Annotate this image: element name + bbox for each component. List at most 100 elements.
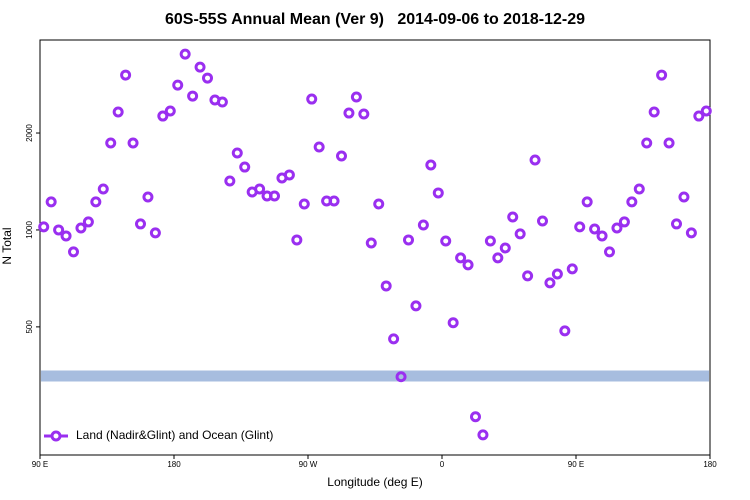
legend-label: Land (Nadir&Glint) and Ocean (Glint) [76, 428, 273, 442]
data-point [529, 154, 541, 166]
data-point [492, 252, 504, 264]
data-point [60, 230, 72, 242]
data-point [194, 61, 206, 73]
data-point [373, 198, 385, 210]
data-point [656, 69, 668, 81]
data-point [239, 161, 251, 173]
data-point [38, 221, 50, 233]
data-point [97, 183, 109, 195]
data-point [633, 183, 645, 195]
data-point [685, 227, 697, 239]
x-tick-label: 90 W [299, 460, 318, 469]
y-tick-label: 500 [25, 320, 34, 334]
data-point [537, 215, 548, 227]
data-point [432, 187, 444, 199]
data-point [581, 196, 593, 208]
data-point [477, 429, 489, 441]
data-point [462, 259, 474, 271]
data-point [484, 235, 496, 247]
data-point [618, 216, 630, 228]
data-point [224, 175, 236, 187]
data-point [700, 105, 712, 117]
data-point [551, 268, 563, 280]
data-point [283, 169, 295, 181]
x-tick-label: 90 E [32, 460, 48, 469]
x-tick-label: 180 [703, 460, 717, 469]
data-point [120, 69, 132, 81]
data-point [306, 93, 318, 105]
data-point [179, 48, 191, 60]
data-point [566, 263, 578, 275]
data-point [604, 246, 615, 258]
data-point [440, 235, 452, 247]
data-point [455, 252, 467, 264]
data-point [149, 227, 161, 239]
data-point [254, 183, 266, 195]
data-point [291, 234, 303, 246]
data-point [112, 106, 124, 118]
data-point [425, 159, 437, 171]
data-point [514, 228, 526, 240]
data-point [157, 110, 169, 122]
x-tick-label: 180 [167, 460, 181, 469]
data-point [45, 196, 57, 208]
data-point [105, 137, 117, 149]
data-point [648, 106, 660, 118]
data-point [641, 137, 653, 149]
data-point [403, 234, 414, 246]
data-point [522, 270, 534, 282]
data-point [470, 411, 481, 423]
data-point [202, 72, 213, 84]
data-point [544, 277, 556, 289]
data-point [127, 137, 139, 149]
plot-frame [39, 39, 711, 456]
data-point [663, 137, 675, 149]
data-point [68, 246, 79, 258]
data-point [231, 147, 243, 159]
chart-title: 60S-55S Annual Mean (Ver 9) 2014-09-06 t… [165, 11, 585, 28]
data-point [142, 191, 154, 203]
data-point [671, 218, 682, 230]
data-point [328, 195, 340, 207]
data-point [135, 218, 146, 230]
x-axis-label: Longitude (deg E) [327, 475, 422, 489]
data-point [358, 108, 370, 120]
data-point [507, 211, 519, 223]
data-point [313, 141, 325, 153]
data-point [410, 300, 422, 312]
data-point [343, 107, 355, 119]
y-tick-label: 2000 [25, 124, 34, 142]
data-point [388, 333, 400, 345]
legend-marker [50, 430, 62, 442]
data-point [380, 280, 392, 292]
data-point [164, 105, 176, 117]
data-point [216, 96, 228, 108]
data-point [187, 90, 199, 102]
data-point [172, 79, 184, 91]
data-point [559, 325, 571, 337]
data-point [269, 190, 280, 202]
data-point [626, 196, 638, 208]
data-point [589, 223, 601, 235]
y-axis-label: N Total [0, 227, 14, 264]
data-point [90, 196, 102, 208]
data-point [447, 317, 459, 329]
data-point [499, 242, 511, 254]
x-tick-label: 0 [440, 460, 445, 469]
data-point [693, 110, 705, 122]
data-point [350, 91, 362, 103]
data-point [365, 237, 377, 249]
x-tick-label: 90 E [568, 460, 584, 469]
data-point [611, 222, 623, 234]
data-point [417, 219, 429, 231]
y-tick-label: 1000 [25, 220, 34, 238]
data-point [53, 224, 65, 236]
data-point [82, 216, 94, 228]
data-point [336, 150, 347, 162]
data-point [574, 221, 586, 233]
data-point [75, 222, 87, 234]
data-point [596, 230, 608, 242]
data-point [678, 191, 690, 203]
data-point [298, 198, 310, 210]
